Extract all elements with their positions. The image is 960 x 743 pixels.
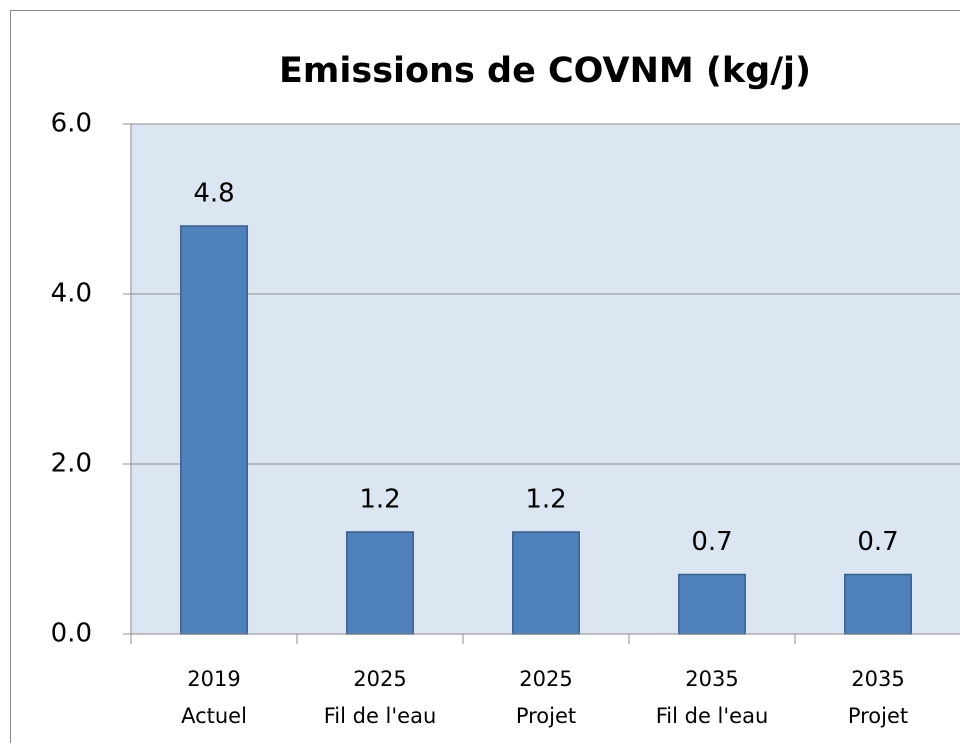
- bar: [346, 531, 414, 635]
- bar: [180, 225, 248, 635]
- bar: [512, 531, 580, 635]
- x-tick-label: 2035: [685, 667, 738, 691]
- x-tick-label: Projet: [516, 704, 576, 728]
- y-tick-label: 2.0: [51, 449, 92, 479]
- x-tick-label: 2025: [519, 667, 572, 691]
- value-label: 4.8: [193, 179, 234, 209]
- value-label: 1.2: [525, 485, 566, 515]
- value-label: 0.7: [857, 527, 898, 557]
- x-tick-label: Fil de l'eau: [656, 704, 769, 728]
- y-tick-label: 0.0: [51, 619, 92, 649]
- value-label: 1.2: [359, 485, 400, 515]
- y-tick-label: 4.0: [51, 279, 92, 309]
- x-tick-label: Fil de l'eau: [324, 704, 437, 728]
- x-tick-label: 2025: [353, 667, 406, 691]
- x-tick-label: 2019: [187, 667, 240, 691]
- chart-title: Emissions de COVNM (kg/j): [279, 51, 811, 91]
- bar: [844, 573, 912, 635]
- x-tick-label: Projet: [848, 704, 908, 728]
- y-tick-label: 6.0: [51, 109, 92, 139]
- bar: [678, 573, 746, 635]
- x-tick-label: 2035: [851, 667, 904, 691]
- x-tick-label: Actuel: [181, 704, 247, 728]
- value-label: 0.7: [691, 527, 732, 557]
